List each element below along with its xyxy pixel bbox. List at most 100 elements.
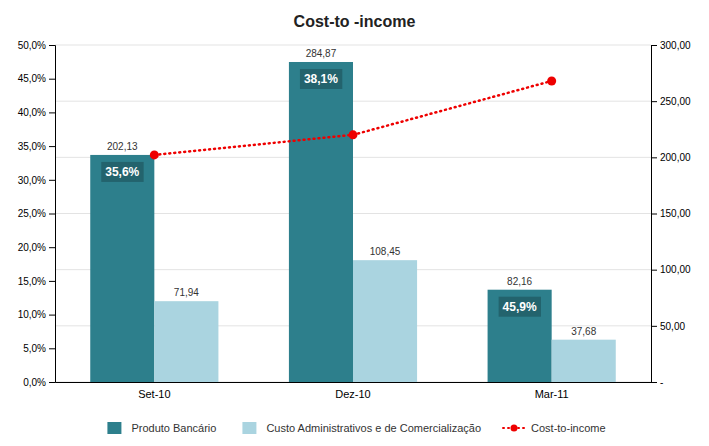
- legend-label: Cost-to-income: [531, 422, 606, 434]
- y-axis-tick: 35,0%: [18, 141, 55, 152]
- y-axis-tick-mark: [49, 79, 55, 80]
- y-axis-tick-label: 15,0%: [18, 276, 46, 287]
- y-axis-tick-mark: [49, 315, 55, 316]
- y2-axis-tick: 50,00: [651, 321, 685, 332]
- annotation: 38,1%: [300, 69, 342, 89]
- x-axis: Set-10 Dez-10 Mar-11: [56, 383, 652, 400]
- y2-axis-tick-mark: [651, 214, 657, 215]
- bar: [552, 340, 616, 382]
- y-axis-tick: 30,0%: [18, 175, 55, 186]
- y-axis-tick: 20,0%: [18, 242, 55, 253]
- data-label: 284,87: [306, 48, 337, 59]
- y-axis-tick-label: 45,0%: [18, 73, 46, 84]
- y-axis-tick: 40,0%: [18, 107, 55, 118]
- y2-axis-tick-mark: [651, 326, 657, 327]
- y-axis-tick: 10,0%: [18, 309, 55, 320]
- y-axis-tick-label: 5,0%: [23, 343, 46, 354]
- y-axis-tick-label: 50,0%: [18, 40, 46, 51]
- y-axis: 0,0% 5,0% 10,0% 15,0% 20,0% 25,0% 30,0% 35,0% 40…: [18, 40, 56, 388]
- y2-axis-tick-label: 100,00: [660, 264, 691, 275]
- y-axis-tick-mark: [49, 112, 55, 113]
- line-point: [150, 150, 159, 159]
- chart: Cost-to -income 0,0% 5,0% 10,0% 15,0% 20,0% 25…: [0, 0, 709, 446]
- y2-axis-line: [652, 46, 658, 383]
- y2-axis-tick-label: -: [660, 377, 663, 388]
- data-label: 108,45: [370, 246, 401, 257]
- y2-axis-tick-mark: [651, 382, 657, 383]
- y-axis-tick-mark: [49, 180, 55, 181]
- y2-axis-tick-mark: [651, 270, 657, 271]
- y2-axis-tick: 250,00: [651, 96, 691, 107]
- legend-item: Custo Administrativos e de Comercializaç…: [242, 422, 481, 434]
- x-axis-tick: Dez-10: [335, 388, 370, 400]
- bar: [154, 301, 218, 382]
- y-axis-tick-mark: [49, 348, 55, 349]
- annotation-box: [499, 297, 541, 317]
- annotation-text: 38,1%: [304, 72, 338, 86]
- legend-swatch: [107, 422, 121, 434]
- y-axis-tick-mark: [49, 45, 55, 46]
- data-label: 37,68: [571, 326, 596, 337]
- y-axis-tick-mark: [49, 146, 55, 147]
- y-axis-tick-mark: [49, 382, 55, 383]
- y2-axis-tick: 100,00: [651, 264, 691, 275]
- legend-item: Produto Bancário: [107, 422, 216, 434]
- legend-item: Cost-to-income: [503, 422, 606, 434]
- x-axis-tick-label: Mar-11: [535, 388, 569, 400]
- bar: [289, 62, 353, 382]
- y-axis-tick: 50,0%: [18, 40, 55, 51]
- y2-axis-tick-mark: [651, 157, 657, 158]
- y-axis-tick-label: 35,0%: [18, 141, 46, 152]
- y2-axis-tick-label: 50,00: [660, 321, 685, 332]
- data-label: 202,13: [107, 141, 138, 152]
- annotation-text: 45,9%: [503, 300, 537, 314]
- y-axis-tick-label: 20,0%: [18, 242, 46, 253]
- y-axis-tick: 5,0%: [23, 343, 55, 354]
- x-axis-tick-label: Set-10: [138, 388, 170, 400]
- y2-axis-tick-label: 150,00: [660, 208, 691, 219]
- x-axis-line: [56, 382, 652, 383]
- y-axis-tick: 0,0%: [23, 377, 55, 388]
- y2-axis-tick-label: 200,00: [660, 152, 691, 163]
- y-axis-line: [49, 46, 56, 383]
- y-axis-tick-label: 30,0%: [18, 175, 46, 186]
- y2-axis-tick: 200,00: [651, 152, 691, 163]
- legend-label: Custo Administrativos e de Comercializaç…: [266, 422, 481, 434]
- y2-axis-tick-label: 250,00: [660, 96, 691, 107]
- y2-axis: - 50,00 100,00 150,00 200,00 250,00 300,00: [651, 40, 691, 388]
- y2-axis-tick: -: [651, 377, 663, 388]
- annotation: 45,9%: [499, 297, 541, 317]
- data-label: 71,94: [174, 287, 199, 298]
- y-axis-tick-label: 25,0%: [18, 208, 46, 219]
- annotation-box: [300, 69, 342, 89]
- labels: 202,13 284,87 82,16 71,94 108,45 37,68 35,6% 38…: [101, 48, 596, 337]
- grid: [55, 45, 651, 382]
- legend: Produto Bancário Custo Administrativos e …: [107, 422, 605, 434]
- plot: 0,0% 5,0% 10,0% 15,0% 20,0% 25,0% 30,0% 35,0% 40…: [18, 40, 691, 400]
- y2-axis-tick-mark: [651, 101, 657, 102]
- y-axis-tick-mark: [49, 247, 55, 248]
- annotation-text: 35,6%: [105, 165, 139, 179]
- y2-axis-tick-label: 300,00: [660, 40, 691, 51]
- y-axis-tick-mark: [49, 214, 55, 215]
- data-label: 82,16: [507, 276, 532, 287]
- line: [154, 81, 551, 155]
- y-axis-tick: 25,0%: [18, 208, 55, 219]
- bar: [353, 260, 417, 382]
- y-axis-tick: 15,0%: [18, 276, 55, 287]
- annotation-box: [101, 162, 143, 182]
- grid-line: [55, 45, 651, 46]
- y-axis-tick-mark: [49, 281, 55, 282]
- y-axis-tick: 45,0%: [18, 73, 55, 84]
- marks: [90, 62, 616, 382]
- y-axis-tick-label: 40,0%: [18, 107, 46, 118]
- bar: [90, 155, 154, 382]
- bar: [488, 290, 552, 382]
- x-axis-tick-label: Dez-10: [335, 388, 370, 400]
- title: Cost-to -income: [294, 13, 416, 30]
- legend-swatch: [242, 422, 256, 434]
- line-point: [349, 130, 358, 139]
- y-axis-tick-label: 0,0%: [23, 377, 46, 388]
- x-axis-tick: Set-10: [138, 388, 170, 400]
- y-axis-tick-label: 10,0%: [18, 309, 46, 320]
